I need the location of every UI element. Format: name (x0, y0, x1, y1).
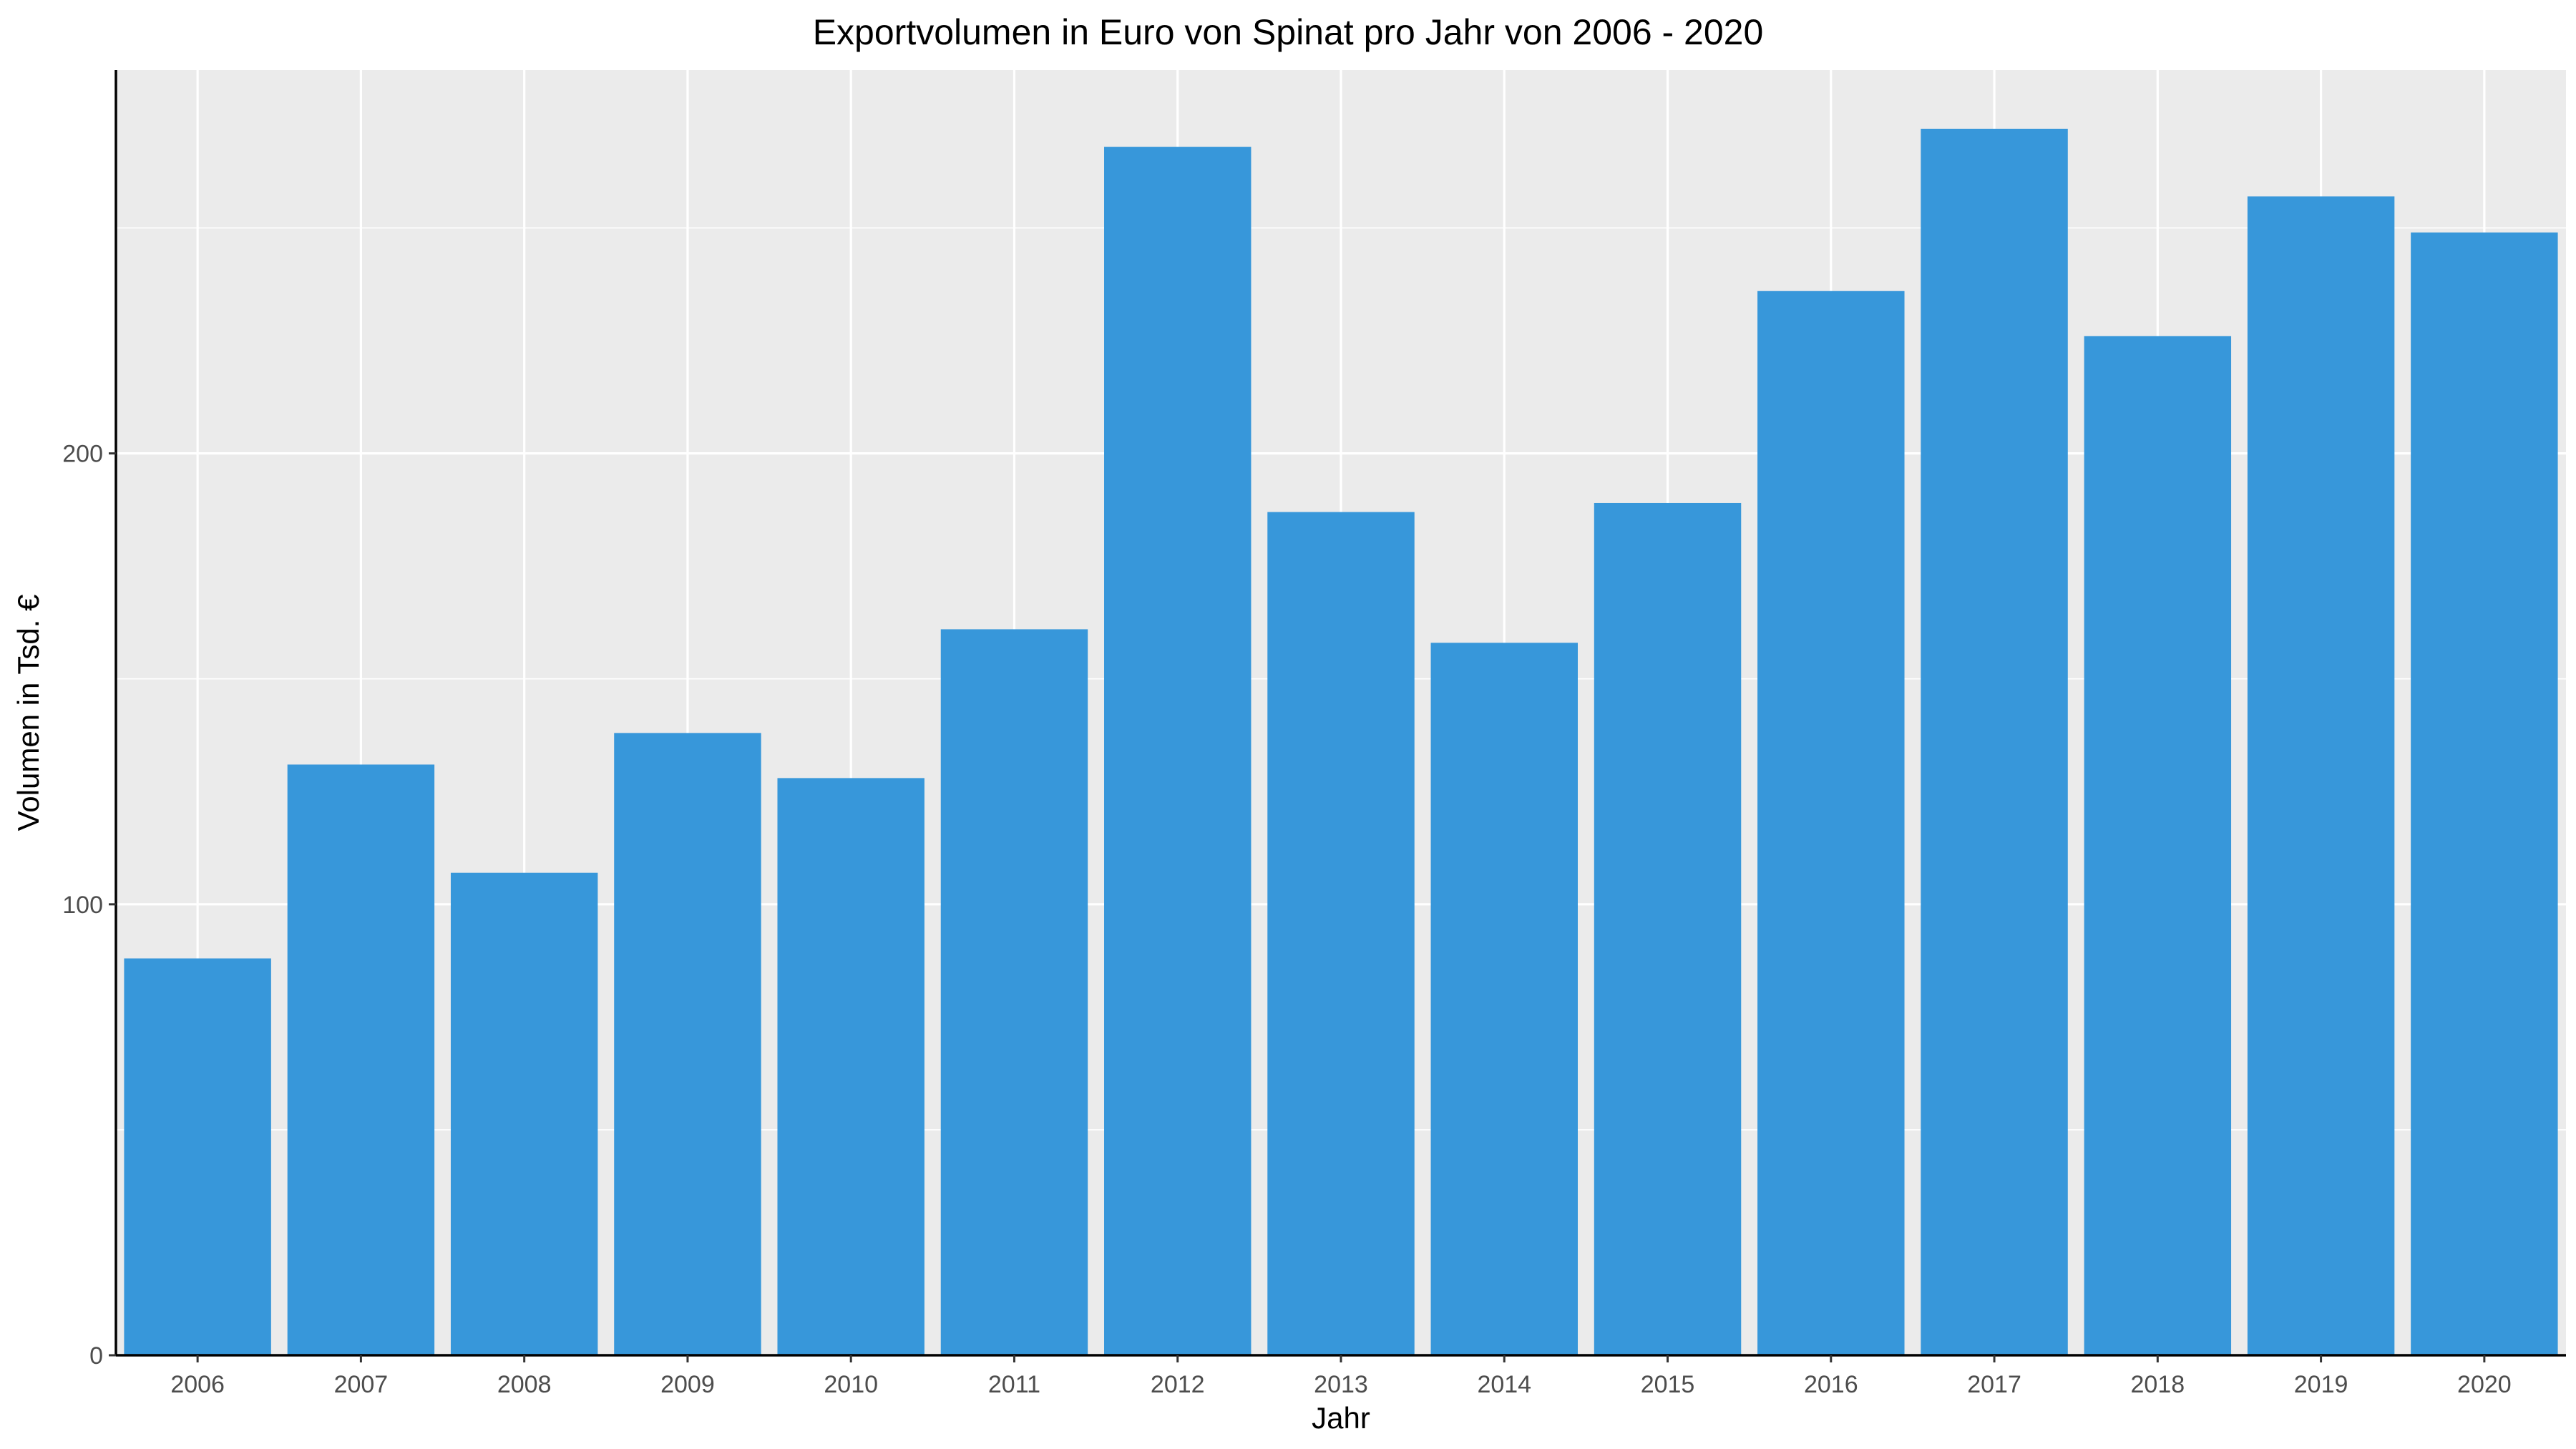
x-tick-label: 2008 (497, 1371, 552, 1398)
bar-2010 (777, 778, 924, 1355)
bar-2017 (1921, 128, 2068, 1355)
bar-2008 (450, 872, 598, 1355)
chart-title: Exportvolumen in Euro von Spinat pro Jah… (813, 12, 1764, 52)
y-tick-label: 0 (89, 1342, 103, 1370)
y-tick-label: 200 (62, 441, 103, 468)
y-tick-label: 100 (62, 892, 103, 919)
x-tick-label: 2014 (1477, 1371, 1531, 1398)
bar-2014 (1430, 643, 1578, 1355)
x-tick-label: 2009 (660, 1371, 715, 1398)
x-tick-label: 2018 (2131, 1371, 2185, 1398)
bar-2015 (1594, 502, 1742, 1355)
y-axis-title: Volumen in Tsd. € (11, 595, 45, 831)
x-tick-label: 2006 (170, 1371, 225, 1398)
axes (109, 70, 2566, 1362)
x-tick-label: 2020 (2457, 1371, 2512, 1398)
x-tick-label: 2017 (1967, 1371, 2021, 1398)
bar-2011 (940, 629, 1088, 1355)
bar-2012 (1104, 147, 1252, 1355)
x-tick-label: 2007 (334, 1371, 389, 1398)
x-tick-label: 2010 (824, 1371, 878, 1398)
x-axis-title: Jahr (1312, 1401, 1370, 1435)
tick-labels: 0 100 200 2006 2007 2008 2009 2010 2011 2012 2013 2… (62, 441, 2511, 1398)
bar-series (124, 128, 2558, 1356)
x-tick-label: 2011 (988, 1371, 1040, 1398)
x-tick-label: 2016 (1804, 1371, 1858, 1398)
bar-2018 (2084, 336, 2232, 1356)
bar-2016 (1757, 291, 1905, 1356)
bar-2013 (1267, 512, 1415, 1355)
x-tick-label: 2012 (1151, 1371, 1205, 1398)
x-tick-label: 2015 (1641, 1371, 1695, 1398)
bar-2019 (2247, 196, 2395, 1356)
x-tick-label: 2019 (2294, 1371, 2348, 1398)
bar-2006 (124, 958, 271, 1355)
x-tick-label: 2013 (1314, 1371, 1368, 1398)
bar-2009 (614, 733, 761, 1355)
bar-2007 (287, 764, 435, 1355)
bar-2020 (2411, 232, 2558, 1355)
